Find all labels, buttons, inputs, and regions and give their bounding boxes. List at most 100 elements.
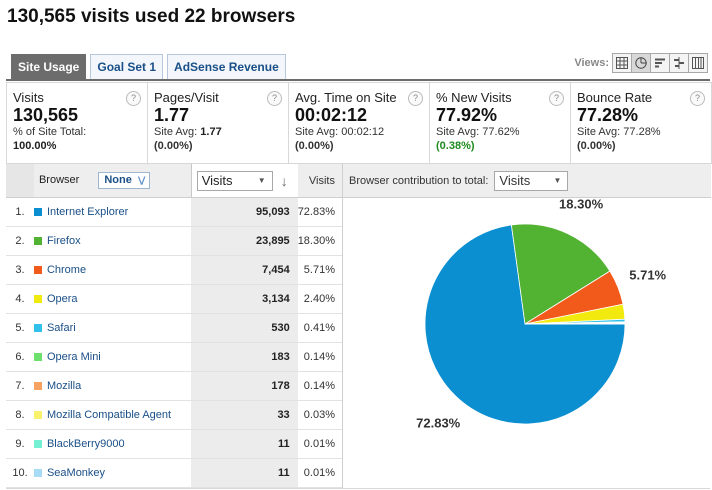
pie-view-icon[interactable]: [631, 53, 651, 73]
browser-link[interactable]: Chrome: [46, 264, 87, 276]
stat-value: 77.28%: [577, 105, 639, 125]
table-bottom-border: [6, 488, 710, 489]
browser-link[interactable]: Firefox: [46, 235, 81, 247]
row-number: 3.: [6, 255, 34, 285]
views-label: Views:: [574, 57, 609, 69]
dropdown-arrow-icon: ▼: [553, 176, 562, 185]
visits-percent: 72.83%: [297, 197, 342, 227]
visits-percent: 0.41%: [297, 313, 342, 343]
visits-value: 178: [191, 371, 298, 401]
visits-percent: 18.30%: [297, 226, 342, 256]
visits-percent: 2.40%: [297, 284, 342, 314]
pie-slice-firefox[interactable]: [510, 223, 611, 325]
browser-cell: Opera: [33, 284, 192, 314]
stat-sub-label: Site Avg:: [154, 126, 198, 138]
pie-data-label: 72.83%: [416, 416, 461, 431]
table-row: 3. Chrome 7,454 5.71%: [6, 255, 342, 285]
stat-sub-value: 77.62%: [482, 126, 520, 138]
row-number: 9.: [6, 429, 34, 459]
pie-data-label: 5.71%: [629, 267, 666, 282]
help-icon[interactable]: ?: [267, 91, 282, 106]
pivot-view-icon[interactable]: [688, 53, 708, 73]
table-row: 6. Opera Mini 183 0.14%: [6, 342, 342, 372]
browser-link[interactable]: SeaMonkey: [46, 467, 106, 479]
visits-value: 11: [191, 458, 298, 488]
browser-cell: SeaMonkey: [33, 458, 192, 488]
stat-sub-value: 1.77: [200, 126, 222, 138]
series-color-swatch: [33, 382, 42, 390]
browser-cell: Safari: [33, 313, 192, 343]
visits-percent: 0.14%: [297, 371, 342, 401]
table-row: 5. Safari 530 0.41%: [6, 313, 342, 343]
secondary-dimension-button[interactable]: None ⋁: [98, 172, 151, 189]
stat-label: Avg. Time on Site: [295, 90, 397, 105]
page-title: 130,565 visits used 22 browsers: [7, 6, 296, 27]
row-number: 1.: [6, 197, 34, 227]
browser-table: Browser None ⋁ Visits ▼ ↓ Visits 1. Interne…: [6, 164, 342, 488]
stat-sub-label: Site Avg:: [436, 126, 480, 138]
visits-value: 95,093: [191, 197, 298, 227]
metric-header: Visits: [297, 164, 342, 198]
view-switcher: Views:: [574, 53, 708, 73]
visits-value: 11: [191, 429, 298, 459]
browser-link[interactable]: Mozilla: [46, 380, 82, 392]
visits-percent: 0.01%: [297, 458, 342, 488]
report-tabs: Site Usage Goal Set 1 AdSense Revenue: [11, 54, 286, 81]
stat-value: 00:02:12: [295, 105, 368, 125]
stat-new-visits: % New Visits 77.92% Site Avg: 77.62% (0.…: [430, 83, 571, 163]
series-color-swatch: [33, 324, 42, 332]
browser-link[interactable]: Mozilla Compatible Agent: [46, 409, 172, 421]
stat-bounce-rate: Bounce Rate 77.28% Site Avg: 77.28% (0.0…: [571, 83, 711, 163]
help-icon[interactable]: ?: [690, 91, 705, 106]
tab-underline: [6, 79, 710, 81]
browser-link[interactable]: Opera Mini: [46, 351, 101, 363]
row-number: 6.: [6, 342, 34, 372]
series-color-swatch: [33, 266, 42, 274]
visits-value: 33: [191, 400, 298, 430]
tab-adsense-revenue[interactable]: AdSense Revenue: [167, 54, 286, 81]
pie-data-label: 18.30%: [559, 198, 604, 212]
stat-label: Pages/Visit: [154, 90, 219, 105]
help-icon[interactable]: ?: [408, 91, 423, 106]
series-color-swatch: [33, 469, 42, 477]
table-row: 2. Firefox 23,895 18.30%: [6, 226, 342, 256]
series-color-swatch: [33, 440, 42, 448]
tab-goal-set-1[interactable]: Goal Set 1: [90, 54, 164, 81]
metric-select[interactable]: Visits ▼: [196, 170, 273, 191]
pie-metric-select[interactable]: Visits ▼: [494, 170, 569, 191]
visits-value: 530: [191, 313, 298, 343]
chevron-down-icon: ⋁: [137, 175, 146, 185]
comparison-view-icon[interactable]: [669, 53, 689, 73]
table-row: 7. Mozilla 178 0.14%: [6, 371, 342, 401]
performance-view-icon[interactable]: [650, 53, 670, 73]
stat-sub-pct: 100.00%: [13, 140, 57, 152]
dropdown-arrow-icon: ▼: [257, 176, 266, 185]
sort-down-icon[interactable]: ↓: [280, 172, 288, 189]
pie-metric-select-value: Visits: [499, 173, 531, 188]
visits-value: 183: [191, 342, 298, 372]
stat-label: Visits: [13, 90, 44, 105]
series-color-swatch: [33, 208, 42, 216]
tab-site-usage[interactable]: Site Usage: [11, 54, 87, 81]
stat-sub-value: 00:02:12: [341, 126, 385, 138]
stat-pages-per-visit: Pages/Visit 1.77 Site Avg: 1.77 (0.00%) …: [148, 83, 289, 163]
browser-link[interactable]: Safari: [46, 322, 76, 334]
table-view-icon[interactable]: [612, 53, 632, 73]
browser-link[interactable]: Opera: [46, 293, 78, 305]
table-row: 4. Opera 3,134 2.40%: [6, 284, 342, 314]
visits-percent: 0.14%: [297, 342, 342, 372]
help-icon[interactable]: ?: [126, 91, 141, 106]
stat-label: % New Visits: [436, 90, 512, 105]
browser-link[interactable]: BlackBerry9000: [46, 438, 125, 450]
stat-avg-time-on-site: Avg. Time on Site 00:02:12 Site Avg: 00:…: [289, 83, 430, 163]
help-icon[interactable]: ?: [549, 91, 564, 106]
series-color-swatch: [33, 411, 42, 419]
stat-sub-label: Site Avg:: [577, 126, 621, 138]
stat-sub-pct: (0.38%): [436, 140, 475, 152]
stat-sub-label: Site Avg:: [295, 126, 339, 138]
row-number: 8.: [6, 400, 34, 430]
table-row: 10. SeaMonkey 11 0.01%: [6, 458, 342, 488]
browser-link[interactable]: Internet Explorer: [46, 206, 129, 218]
stat-sub-value: 77.28%: [623, 126, 661, 138]
secondary-dimension-label: None: [104, 174, 132, 186]
